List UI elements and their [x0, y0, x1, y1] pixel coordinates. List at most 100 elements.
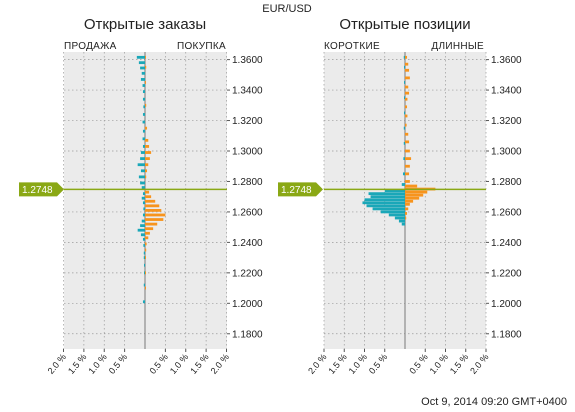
left-depth-bar [142, 192, 145, 196]
right-depth-bar [405, 105, 408, 109]
left-depth-bar [394, 216, 405, 220]
left-depth-bar [142, 300, 145, 304]
x-tick-label: 2.0 % [468, 352, 490, 376]
open-orders-title: Открытые заказы [84, 16, 206, 33]
y-tick-label: 1.2000 [491, 299, 522, 310]
right-depth-bar [405, 85, 409, 89]
x-tick-label: 1.0 % [347, 352, 369, 376]
y-tick-label: 1.3400 [232, 86, 263, 97]
open-orders-bars [136, 55, 166, 304]
left-depth-bar [142, 97, 145, 101]
right-depth-bar [405, 62, 409, 66]
right-depth-bar [145, 195, 152, 199]
y-tick-label: 1.2200 [232, 268, 263, 279]
right-depth-bar [405, 180, 410, 183]
right-depth-bar [405, 157, 412, 161]
left-depth-bar [362, 201, 405, 205]
timestamp: Oct 9, 2014 09:20 GMT+0400 [421, 396, 567, 408]
left-depth-bar [142, 90, 145, 93]
x-tick-label: 1.5 % [66, 352, 88, 376]
right-depth-bar [145, 213, 166, 217]
right-depth-bar [405, 132, 409, 136]
right-depth-bar [405, 97, 408, 101]
right-depth-bar [405, 202, 410, 206]
left-depth-bar [368, 192, 405, 196]
left-depth-bar [404, 111, 405, 115]
y-tick-label: 1.3600 [491, 55, 522, 66]
right-depth-bar [405, 114, 408, 118]
left-depth-bar [143, 251, 145, 255]
right-depth-bar [405, 140, 410, 144]
left-depth-bar [404, 96, 405, 100]
right-depth-bar [405, 193, 424, 197]
y-tick-label: 1.2600 [232, 207, 263, 218]
left-depth-bar [384, 189, 405, 192]
open-orders-sell-label: ПРОДАЖА [64, 41, 117, 52]
right-depth-bar [405, 212, 408, 215]
left-depth-bar [140, 233, 145, 237]
y-tick-label: 1.3200 [232, 116, 263, 127]
open-positions-y-ticks: 1.3600 1.3400 1.3200 1.3000 1.2800 1.2600 1.24… [486, 55, 522, 340]
left-depth-bar [366, 204, 405, 208]
left-depth-bar [142, 113, 145, 116]
right-depth-bar [405, 123, 407, 127]
left-depth-bar [388, 213, 405, 217]
right-depth-bar [145, 227, 154, 231]
right-depth-bar [405, 172, 410, 176]
x-tick-label: 2.0 % [306, 352, 328, 376]
y-tick-label: 1.2600 [491, 207, 522, 218]
left-depth-bar [142, 201, 145, 205]
left-depth-bar [143, 256, 145, 260]
right-depth-bar [405, 164, 410, 168]
left-depth-bar [140, 169, 145, 173]
left-depth-bar [143, 283, 145, 287]
open-orders-panel: Открытые заказы ПРОДАЖА ПОКУПКА 1.36001.… [46, 16, 263, 376]
right-depth-bar [405, 91, 410, 95]
left-depth-bar [141, 71, 145, 75]
left-depth-bar [140, 224, 145, 228]
current-price-tag [278, 182, 323, 197]
left-depth-bar [142, 120, 145, 124]
left-depth-bar [403, 126, 405, 130]
left-depth-bar [403, 55, 405, 59]
current-price-label: 1.2748 [22, 185, 53, 196]
right-depth-bar [145, 236, 149, 240]
left-depth-bar [142, 137, 145, 141]
y-tick-label: 1.2400 [232, 238, 263, 249]
left-depth-bar [401, 222, 405, 226]
x-tick-label: 0.5 % [147, 352, 169, 376]
left-depth-bar [144, 263, 145, 267]
y-tick-label: 1.2000 [232, 299, 263, 310]
left-depth-bar [364, 198, 405, 202]
right-depth-bar [145, 209, 162, 212]
left-depth-bar [140, 181, 145, 185]
right-depth-bar [405, 149, 410, 153]
right-depth-bar [145, 157, 150, 161]
y-tick-label: 1.3000 [491, 147, 522, 158]
x-tick-label: 2.0 % [209, 352, 231, 376]
right-depth-bar [145, 169, 148, 173]
right-depth-bar [405, 190, 428, 194]
y-tick-label: 1.3400 [491, 86, 522, 97]
left-depth-bar [140, 157, 145, 161]
left-depth-bar [140, 151, 145, 154]
right-depth-bar [145, 218, 164, 221]
right-depth-bar [405, 68, 410, 72]
left-depth-bar [398, 219, 405, 223]
open-positions-short-label: КОРОТКИЕ [324, 41, 380, 52]
left-depth-bar [143, 244, 145, 247]
right-depth-bar [145, 222, 158, 226]
right-depth-bar [405, 207, 409, 211]
right-depth-bar [145, 271, 146, 275]
x-tick-label: 1.0 % [168, 352, 190, 376]
left-depth-bar [401, 183, 405, 186]
left-depth-bar [404, 81, 405, 84]
left-depth-bar [140, 66, 145, 70]
open-orders-buy-label: ПОКУПКА [177, 41, 226, 52]
y-tick-label: 1.2400 [491, 238, 522, 249]
right-depth-bar [145, 256, 146, 260]
open-positions-bars [362, 55, 436, 226]
left-depth-bar [142, 84, 145, 87]
open-positions-title: Открытые позиции [339, 16, 470, 33]
current-price-marks: 1.2748 1.2748 [19, 182, 486, 197]
